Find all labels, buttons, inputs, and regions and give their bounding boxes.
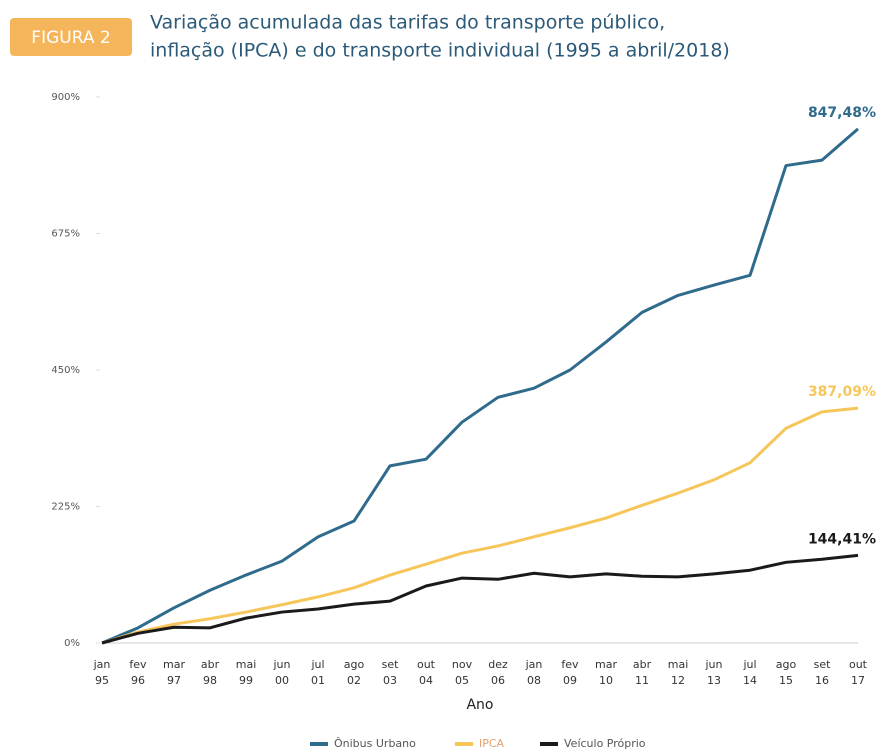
x-tick-label: nov 05 [452,658,473,687]
y-tick-label: 0% [64,638,80,649]
y-tick-label: 450% [51,365,80,376]
x-tick-label: mar 10 [595,658,617,687]
chart-title: inflação (IPCA) e do transporte individu… [150,40,730,62]
x-tick-label: mai 12 [668,658,689,687]
legend-label: Ônibus Urbano [334,737,416,750]
y-tick-label: 675% [51,229,80,240]
x-tick-label: jan 95 [93,658,111,687]
value-label: 387,09% [808,384,876,400]
legend-label: Veículo Próprio [564,737,646,750]
series-line [101,406,859,645]
x-tick-label: fev 96 [129,658,147,687]
x-tick-label: jul 14 [742,658,757,687]
x-tick-label: set 03 [382,658,399,687]
x-tick-label: ago 02 [344,658,365,687]
x-tick-label: abr 98 [201,658,220,687]
y-tick-label: 225% [51,502,80,513]
x-tick-label: jan 08 [525,658,543,687]
legend-label: IPCA [479,737,505,750]
x-tick-label: mai 99 [236,658,257,687]
value-label: 847,48% [808,105,876,121]
x-tick-label: jun 13 [705,658,723,687]
series-line [101,553,859,645]
x-tick-label: dez 06 [488,658,508,687]
series-line [101,127,859,645]
x-tick-label: mar 97 [163,658,185,687]
badge-bg [10,18,132,56]
x-axis-label: Ano [466,697,493,713]
x-tick-label: jun 00 [273,658,291,687]
x-tick-label: ago 15 [776,658,797,687]
x-tick-label: set 16 [814,658,831,687]
chart-title: Variação acumulada das tarifas do transp… [150,12,665,34]
badge: FIGURA 2 [31,28,110,48]
x-tick-label: jul 01 [310,658,325,687]
x-tick-label: out 04 [417,658,436,687]
x-tick-label: out 17 [849,658,868,687]
x-tick-label: fev 09 [561,658,579,687]
value-label: 144,41% [808,531,876,547]
x-tick-label: abr 11 [633,658,652,687]
y-tick-label: 900% [51,92,80,103]
